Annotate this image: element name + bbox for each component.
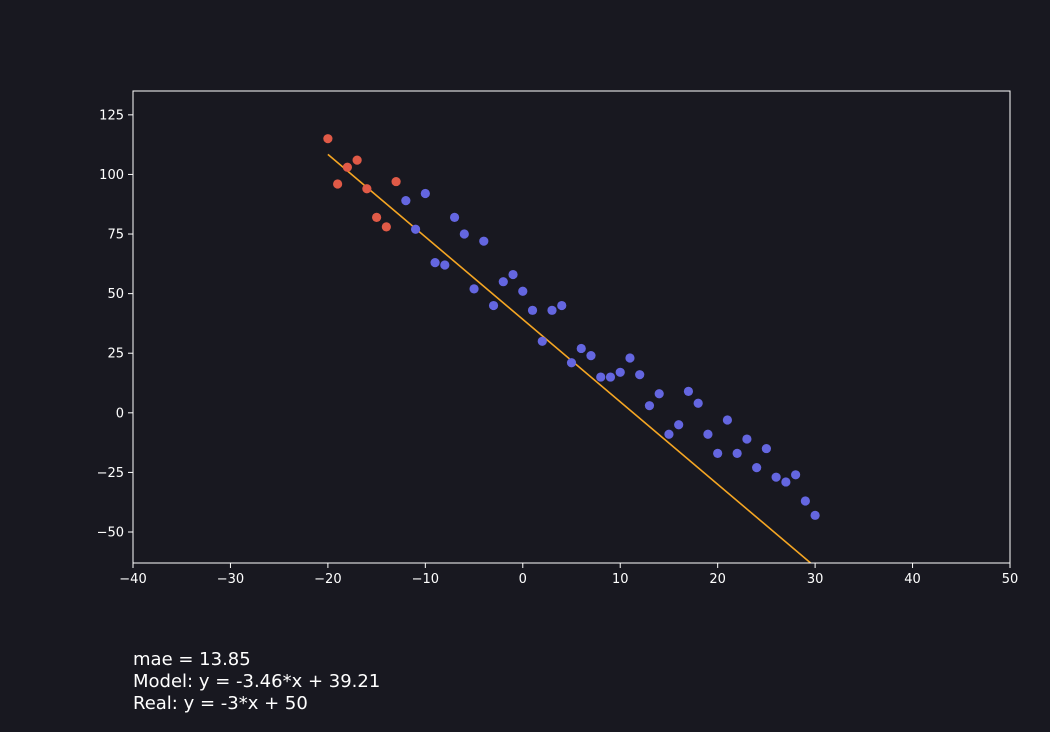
scatter-point [761, 443, 771, 454]
scatter-point [362, 184, 372, 194]
scatter-point [323, 134, 333, 144]
y-tick-label: 0 [116, 406, 124, 421]
scatter-point [781, 477, 791, 487]
scatter-point [791, 470, 801, 480]
scatter-point [644, 401, 655, 411]
info-box: mae = 13.85 Model: y = -3.46*x + 39.21 R… [133, 649, 380, 715]
scatter-point [547, 305, 557, 315]
model-text: Model: y = -3.46*x + 39.21 [133, 671, 381, 692]
scatter-point [713, 448, 723, 458]
scatter-point [342, 162, 352, 172]
plot-area [323, 134, 820, 563]
real-text: Real: y = -3*x + 50 [133, 693, 308, 714]
scatter-point [605, 372, 616, 382]
scatter-point [635, 370, 645, 380]
x-tick-label: −30 [217, 572, 244, 587]
x-tick-label: −20 [314, 572, 341, 587]
scatter-point [508, 269, 518, 280]
scatter-point [391, 176, 401, 187]
scatter-point [566, 358, 577, 368]
y-tick-label: −25 [97, 466, 124, 481]
scatter-point [596, 372, 606, 382]
scatter-point [703, 429, 713, 439]
x-tick-label: 40 [904, 572, 921, 587]
scatter-point [372, 212, 382, 222]
x-tick-label: −10 [412, 572, 439, 587]
x-tick-label: 20 [709, 572, 726, 587]
y-tick-label: 50 [107, 287, 124, 302]
scatter-point [459, 229, 469, 239]
scatter-point [449, 212, 460, 222]
scatter-point [615, 367, 625, 377]
scatter-point [732, 448, 742, 458]
y-tick-label: 100 [99, 168, 124, 183]
scatter-point [557, 300, 567, 311]
scatter-point [683, 386, 694, 396]
scatter-point [440, 260, 450, 270]
scatter-point [674, 420, 684, 430]
scatter-point [469, 284, 479, 294]
scatter-point [527, 305, 538, 315]
x-tick-label: −40 [119, 572, 146, 587]
scatter-point [576, 343, 586, 354]
scatter-point [410, 224, 421, 234]
scatter-point [752, 463, 762, 473]
scatter-point [810, 510, 820, 520]
plot-contents [323, 134, 820, 563]
scatter-point [771, 472, 781, 482]
y-tick-label: 25 [107, 347, 124, 362]
scatter-point [352, 155, 362, 165]
scatter-point [518, 286, 528, 296]
scatter-point [664, 429, 674, 439]
scatter-point [800, 496, 810, 506]
scatter-point [586, 351, 596, 361]
x-tick-label: 0 [519, 572, 527, 587]
scatter-point [420, 188, 430, 199]
scatter-point [488, 300, 499, 311]
scatter-point [625, 353, 635, 363]
plot-frame [132, 90, 1011, 564]
scatter-point [537, 336, 547, 346]
y-tick-label: 125 [99, 108, 124, 123]
y-tick-label: −50 [97, 526, 124, 541]
x-tick-label: 10 [612, 572, 629, 587]
scatter-point [693, 398, 703, 408]
scatter-point [498, 277, 508, 287]
scatter-point [742, 434, 752, 444]
y-tick-label: 75 [107, 228, 124, 243]
scatter-point [381, 222, 391, 232]
scatter-point [479, 236, 489, 246]
scatter-point [333, 179, 343, 189]
axes: −40 −30 −20 −10 0 10 20 30 40 50 −50 −25 0 25 50 75 100 1… [97, 90, 1019, 587]
x-tick-label: 50 [1002, 572, 1019, 587]
x-tick-label: 30 [807, 572, 824, 587]
scatter-point [722, 415, 733, 425]
scatter-point [401, 196, 411, 206]
scatter-point [654, 389, 664, 399]
scatter-point [430, 258, 440, 268]
mae-text: mae = 13.85 [133, 649, 251, 670]
